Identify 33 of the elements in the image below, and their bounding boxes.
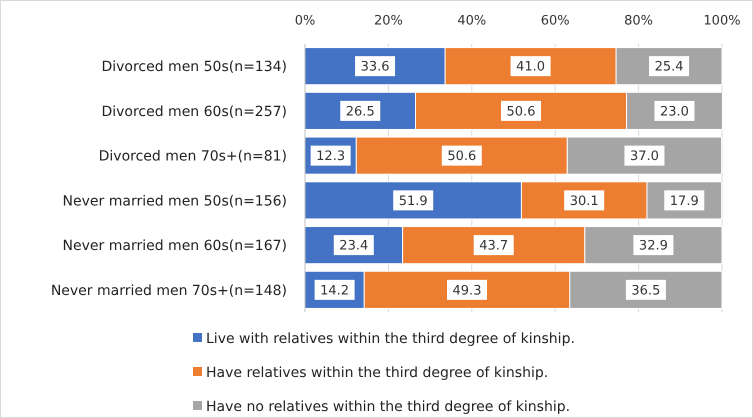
data-label: 14.2	[320, 283, 350, 298]
x-tick-label: 60%	[540, 14, 570, 29]
y-tick-label: Never married men 70s+(n=148)	[50, 282, 287, 299]
data-label: 43.7	[479, 238, 508, 254]
data-label: 26.5	[346, 104, 375, 120]
legend-label: Have no relatives within the third degree of kinship.	[206, 398, 570, 415]
y-tick-label: Never married men 50s(n=156)	[62, 193, 287, 210]
data-label: 50.6	[447, 149, 476, 164]
x-tick-label: 20%	[374, 14, 403, 29]
y-tick-label: Divorced men 50s(n=134)	[101, 59, 287, 76]
x-tick-label: 100%	[703, 14, 741, 29]
data-label: 23.0	[660, 104, 689, 120]
data-label: 30.1	[570, 194, 599, 209]
data-label: 12.3	[316, 149, 346, 164]
y-tick-label: Never married men 60s(n=167)	[62, 238, 287, 254]
data-label: 23.4	[339, 238, 368, 254]
legend-label: Have relatives within the third degree of kinship.	[206, 364, 548, 381]
data-label: 25.4	[654, 60, 684, 75]
data-label: 32.9	[638, 238, 668, 254]
x-tick-label: 0%	[294, 14, 316, 29]
data-label: 37.0	[630, 149, 659, 164]
y-tick-label: Divorced men 70s+(n=81)	[98, 148, 287, 165]
legend-label: Live with relatives within the third degree of kinship.	[206, 330, 575, 347]
data-label: 41.0	[516, 60, 546, 75]
data-label: 50.6	[506, 104, 536, 120]
data-label: 51.9	[398, 194, 428, 209]
data-label: 17.9	[670, 194, 699, 209]
data-label: 33.6	[360, 60, 390, 75]
x-tick-label: 80%	[624, 14, 654, 29]
y-tick-label: Divorced men 60s(n=257)	[101, 104, 287, 120]
x-tick-label: 40%	[457, 14, 486, 29]
data-label: 36.5	[631, 283, 660, 298]
data-label: 49.3	[452, 283, 482, 298]
